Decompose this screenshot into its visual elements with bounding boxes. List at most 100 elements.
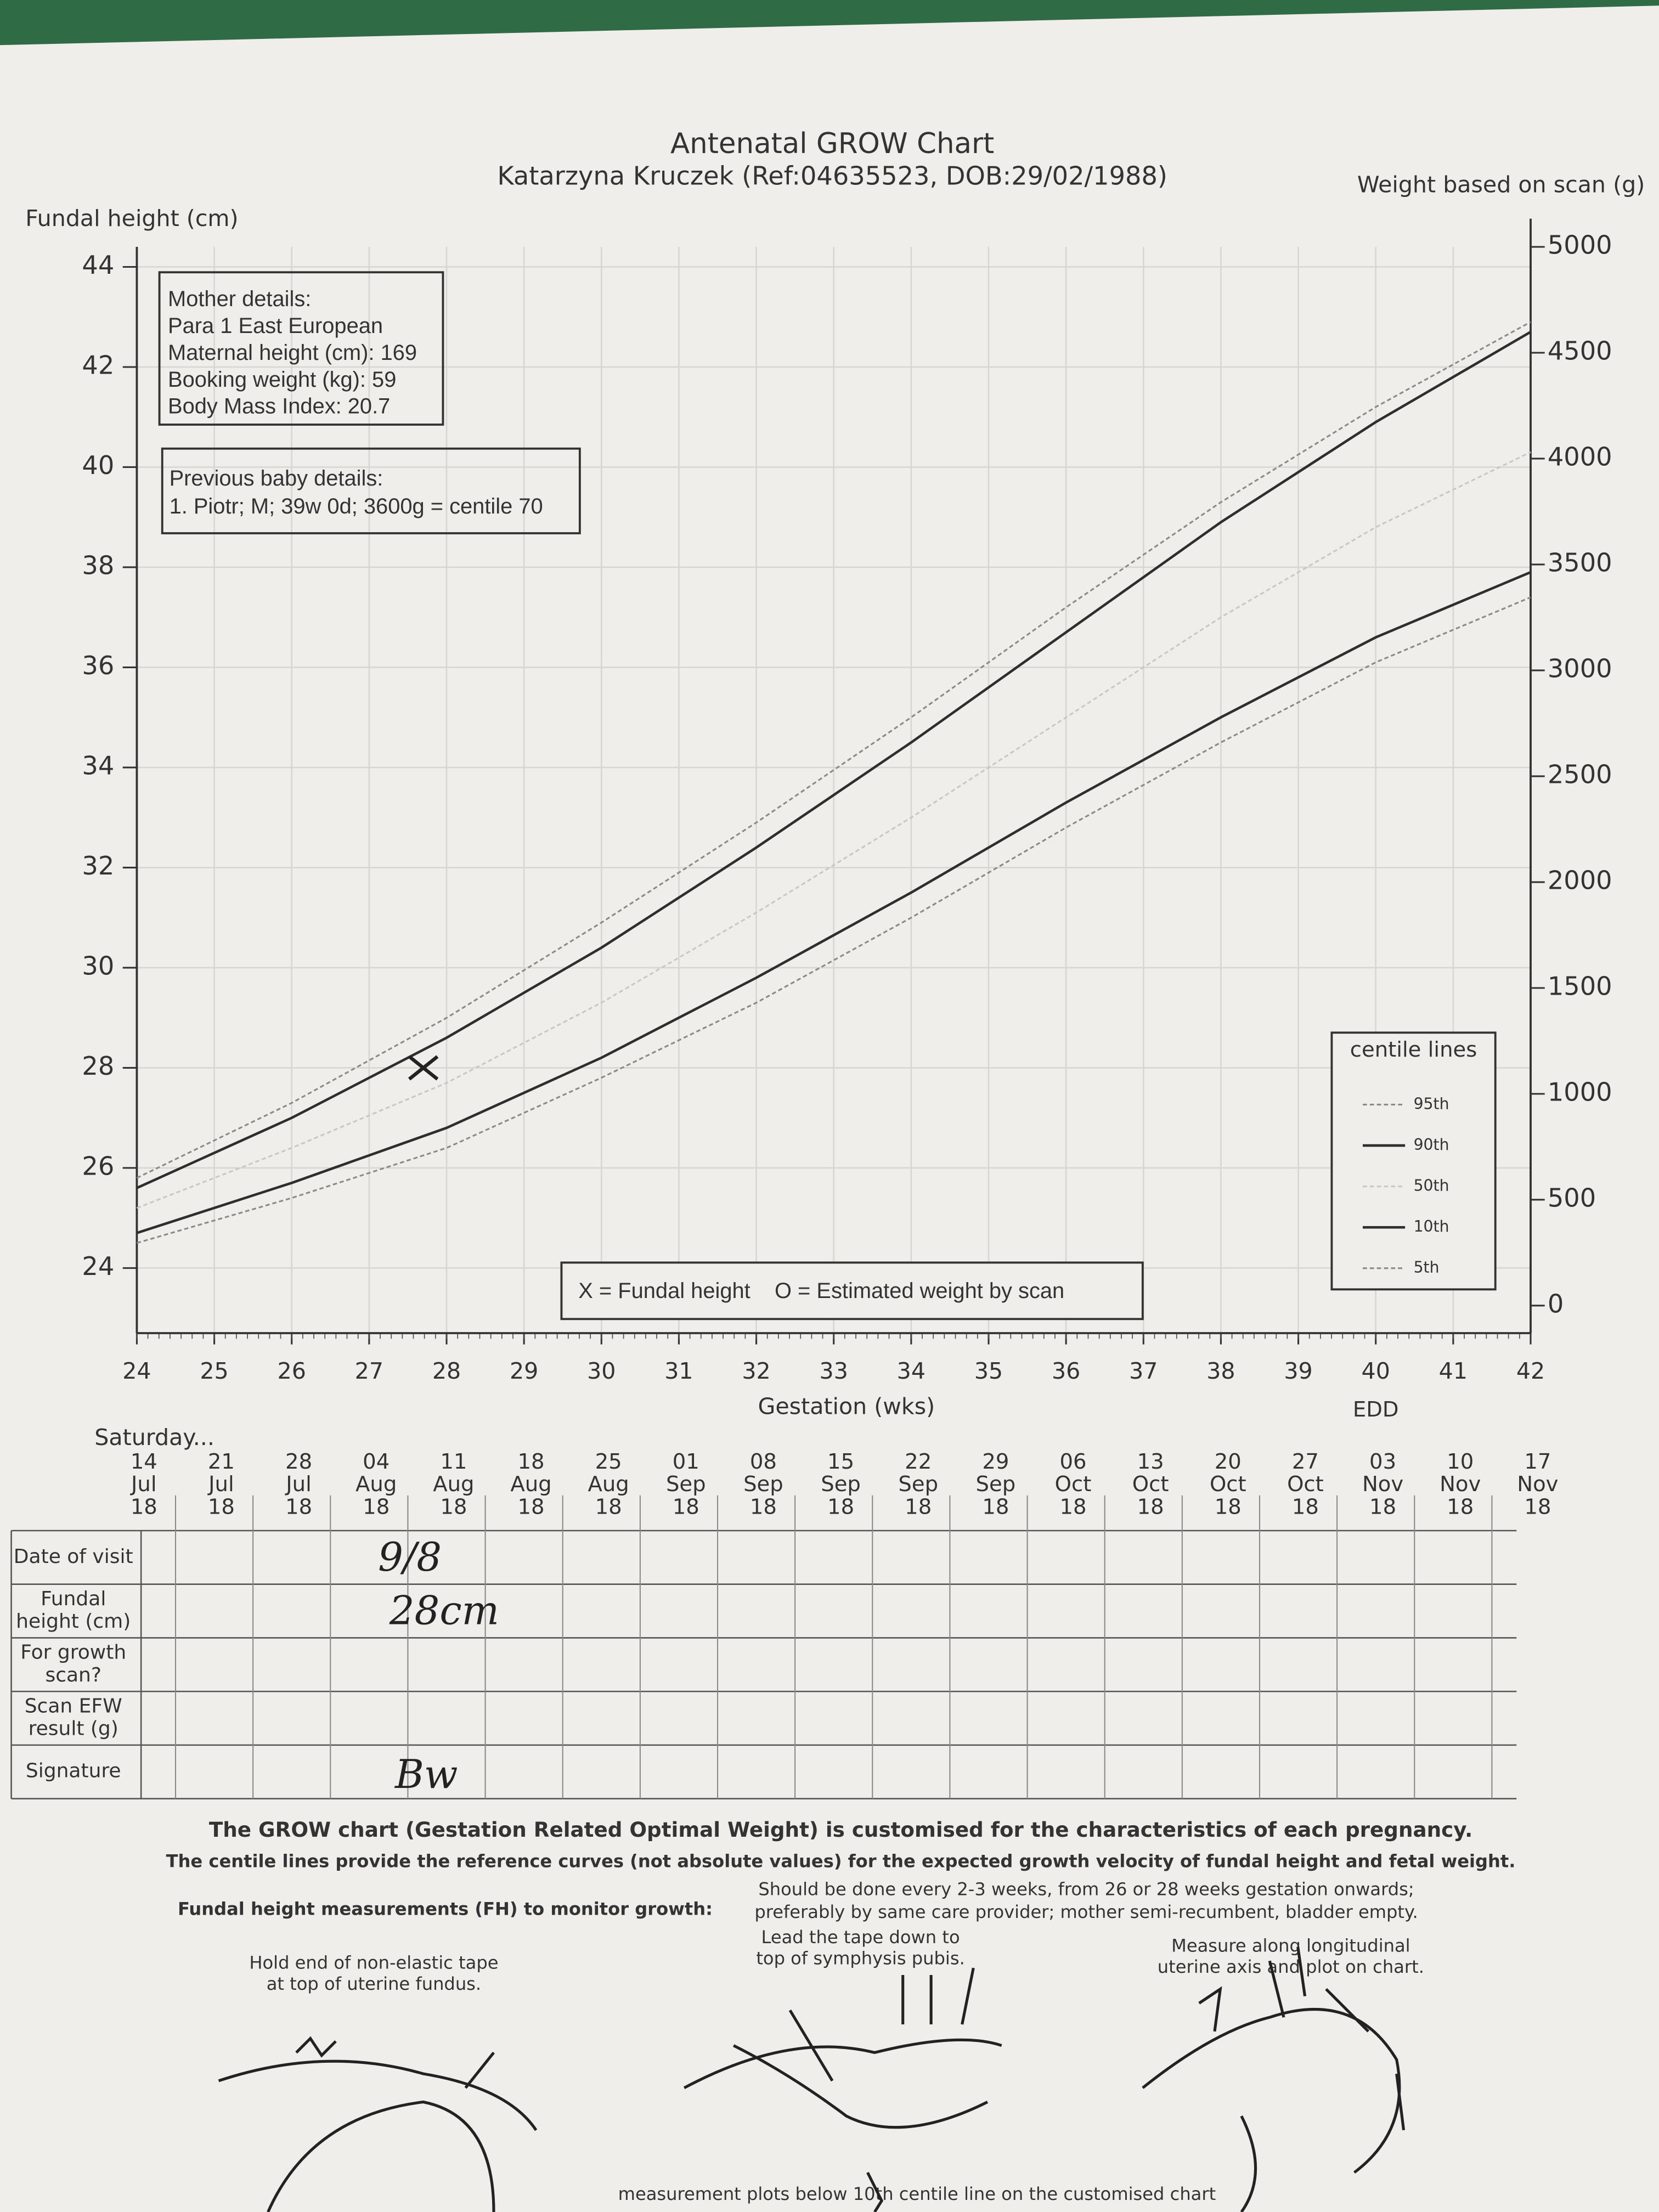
date-label: 18	[1524, 1494, 1551, 1519]
x-tick-label: 37	[1129, 1358, 1158, 1384]
date-label: 17	[1524, 1449, 1551, 1474]
box-frame	[158, 271, 444, 426]
y-tick-label: 34	[82, 751, 114, 780]
table-row-label: scan?	[45, 1664, 101, 1686]
table-row-label: For growth	[20, 1641, 126, 1664]
date-label: 29	[982, 1449, 1009, 1474]
date-label: Sep	[976, 1472, 1016, 1497]
y-tick-label: 42	[82, 350, 114, 380]
y-tick-label: 32	[82, 851, 114, 881]
note-text: X = Fundal height O = Estimated weight b…	[578, 1279, 1064, 1303]
legend-label: 10th	[1414, 1217, 1449, 1235]
y2-tick-label: 1500	[1548, 971, 1612, 1001]
date-label: Aug	[356, 1472, 397, 1497]
x-tick-label: 40	[1362, 1358, 1390, 1384]
guidance-heading: The GROW chart (Gestation Related Optima…	[209, 1818, 1472, 1842]
footer-text: measurement plots below 10th centile lin…	[618, 2183, 1216, 2204]
legend-title: centile lines	[1350, 1037, 1477, 1062]
date-label: 18	[285, 1494, 312, 1519]
date-label: 06	[1059, 1449, 1086, 1474]
y2-tick-label: 2000	[1548, 865, 1612, 895]
legend-label: 5th	[1414, 1259, 1440, 1277]
date-label: 18	[517, 1449, 544, 1474]
box-line: Mother details:	[168, 287, 311, 311]
x-tick-label: 39	[1284, 1358, 1312, 1384]
table-row-label: Scan EFW	[25, 1695, 122, 1717]
x-tick-label: 30	[587, 1358, 616, 1384]
date-label: 18	[440, 1494, 467, 1519]
y-tick-label: 30	[82, 951, 114, 980]
date-label: Sep	[821, 1472, 861, 1497]
date-label: 18	[1447, 1494, 1474, 1519]
y-tick-label: 36	[82, 651, 114, 680]
step-text: Lead the tape down to	[761, 1927, 960, 1948]
date-label: 18	[363, 1494, 390, 1519]
chart-title: Antenatal GROW Chart	[670, 127, 994, 160]
legend-label: 90th	[1414, 1136, 1449, 1154]
date-label: Jul	[130, 1472, 157, 1497]
date-label: 18	[208, 1494, 235, 1519]
date-label: 22	[905, 1449, 932, 1474]
x-tick-label: 36	[1052, 1358, 1080, 1384]
date-label: 10	[1447, 1449, 1474, 1474]
centile-line	[136, 331, 1532, 1189]
date-label: Nov	[1440, 1472, 1481, 1497]
previous-baby-box: Previous baby details: 1. Piotr; M; 39w …	[161, 447, 581, 534]
date-label: 04	[363, 1449, 390, 1474]
centile-line	[136, 451, 1531, 1209]
date-header: Saturday...	[94, 1424, 215, 1451]
x-tick-label: 38	[1206, 1358, 1235, 1384]
date-label: 18	[982, 1494, 1009, 1519]
x-tick-label: 42	[1516, 1358, 1545, 1384]
frequency-text: Should be done every 2-3 weeks, from 26 …	[758, 1879, 1414, 1900]
x-tick-label: 33	[820, 1358, 848, 1384]
date-label: 21	[208, 1449, 235, 1474]
date-label: Sep	[666, 1472, 706, 1497]
y2-tick-label: 3500	[1548, 548, 1612, 577]
date-label: Jul	[207, 1472, 234, 1497]
date-label: 25	[595, 1449, 622, 1474]
note-box: X = Fundal height O = Estimated weight b…	[560, 1261, 1144, 1321]
y2-axis-label: Weight based on scan (g)	[1357, 171, 1645, 198]
date-label: Oct	[1287, 1472, 1324, 1497]
date-label: 18	[1137, 1494, 1164, 1519]
y-axis-label: Fundal height (cm)	[25, 205, 238, 232]
legend-label: 50th	[1414, 1177, 1449, 1195]
date-label: 18	[1215, 1494, 1242, 1519]
y2-tick-label: 4000	[1548, 442, 1612, 471]
fundal-height-point	[408, 1055, 439, 1081]
frequency-text: preferably by same care provider; mother…	[754, 1901, 1418, 1922]
y-tick-label: 38	[82, 550, 114, 580]
table-row-label: Signature	[26, 1760, 121, 1782]
centile-line	[136, 321, 1531, 1179]
box-frame	[560, 1261, 1144, 1321]
handwritten-signature: Bw	[394, 1751, 458, 1797]
date-label: 01	[673, 1449, 699, 1474]
handwritten-fundal-height: 28cm	[389, 1588, 499, 1634]
step-text: at top of uterine fundus.	[267, 1973, 481, 1994]
date-label: 18	[595, 1494, 622, 1519]
step-text: uterine axis and plot on chart.	[1158, 1956, 1424, 1977]
x-tick-label: 41	[1439, 1358, 1468, 1384]
y2-tick-label: 1000	[1548, 1077, 1612, 1107]
y2-tick-label: 5000	[1548, 230, 1612, 260]
plot: 24 25 26 27 28 29 30 31 32 33 34 35 36 37 38 39 40 41 42 24…	[82, 218, 1612, 1384]
date-label: 18	[827, 1494, 854, 1519]
y2-tick-label: 500	[1548, 1183, 1596, 1212]
x-tick-label: 25	[200, 1358, 228, 1384]
illustration-3	[1142, 1946, 1406, 2212]
step-text: Measure along longitudinal	[1171, 1936, 1410, 1956]
date-label: 18	[1369, 1494, 1396, 1519]
date-label: 20	[1215, 1449, 1242, 1474]
y2-tick-label: 3000	[1548, 653, 1612, 683]
table-row-label: height (cm)	[16, 1610, 131, 1633]
illustration-1	[218, 2036, 538, 2212]
date-label: 18	[1059, 1494, 1086, 1519]
folder-edge	[0, 0, 1659, 46]
date-label: 18	[131, 1494, 157, 1519]
date-label: 18	[673, 1494, 699, 1519]
box-line: Para 1 East European	[168, 314, 383, 338]
y2-tick-label: 0	[1548, 1289, 1564, 1318]
date-label: 18	[517, 1494, 544, 1519]
